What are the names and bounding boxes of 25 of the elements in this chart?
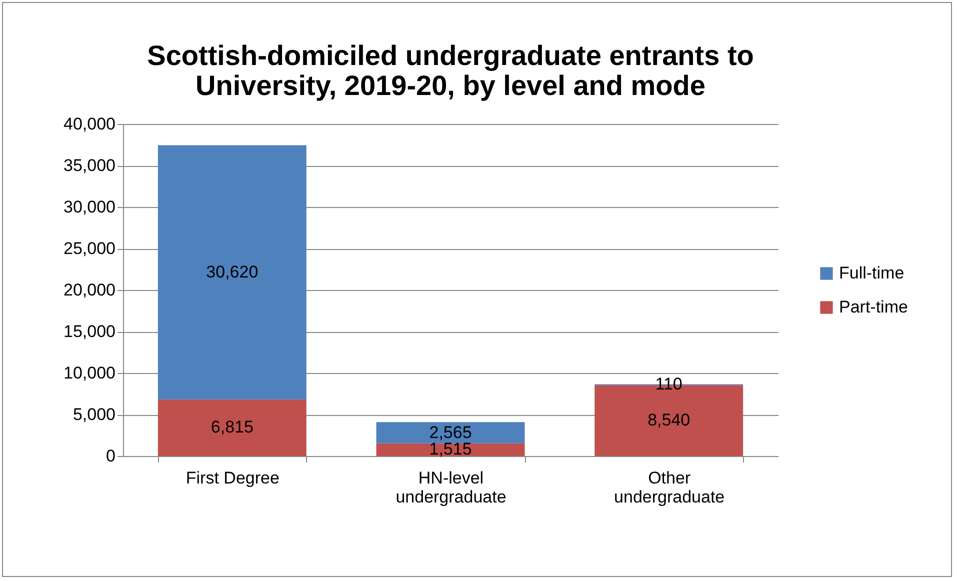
legend-label: Part-time (839, 298, 908, 316)
bar (376, 443, 525, 456)
bar (376, 422, 525, 444)
y-tick-label: 35,000 (64, 156, 116, 175)
y-tick-label: 30,000 (64, 198, 116, 216)
y-tick-label: 5,000 (72, 405, 116, 424)
y-tick-label: 15,000 (64, 322, 116, 341)
data-label: 1,515 (429, 440, 472, 459)
y-tick-label: 40,000 (64, 114, 116, 134)
bar (158, 145, 306, 400)
y-tick-label: 25,000 (64, 239, 116, 258)
legend-label: Full-time (839, 264, 904, 282)
y-tick-label: 0 (106, 446, 116, 466)
bar (158, 399, 306, 456)
x-tick-label: HN-level undergraduate (396, 468, 506, 506)
data-label: 6,815 (210, 418, 254, 437)
x-tick-label: Other undergraduate (614, 468, 725, 506)
data-label: 30,620 (206, 262, 258, 282)
x-tick-label: First Degree (186, 468, 280, 488)
y-tick-label: 10,000 (64, 364, 116, 382)
data-label: 2,565 (429, 422, 472, 442)
y-tick-label: 20,000 (64, 280, 116, 300)
chart-title: Scottish-domiciled undergraduate entrants to University, 2019-20, by level and mode (147, 40, 754, 101)
data-label: 8,540 (648, 410, 690, 430)
data-label: 110 (655, 374, 682, 394)
